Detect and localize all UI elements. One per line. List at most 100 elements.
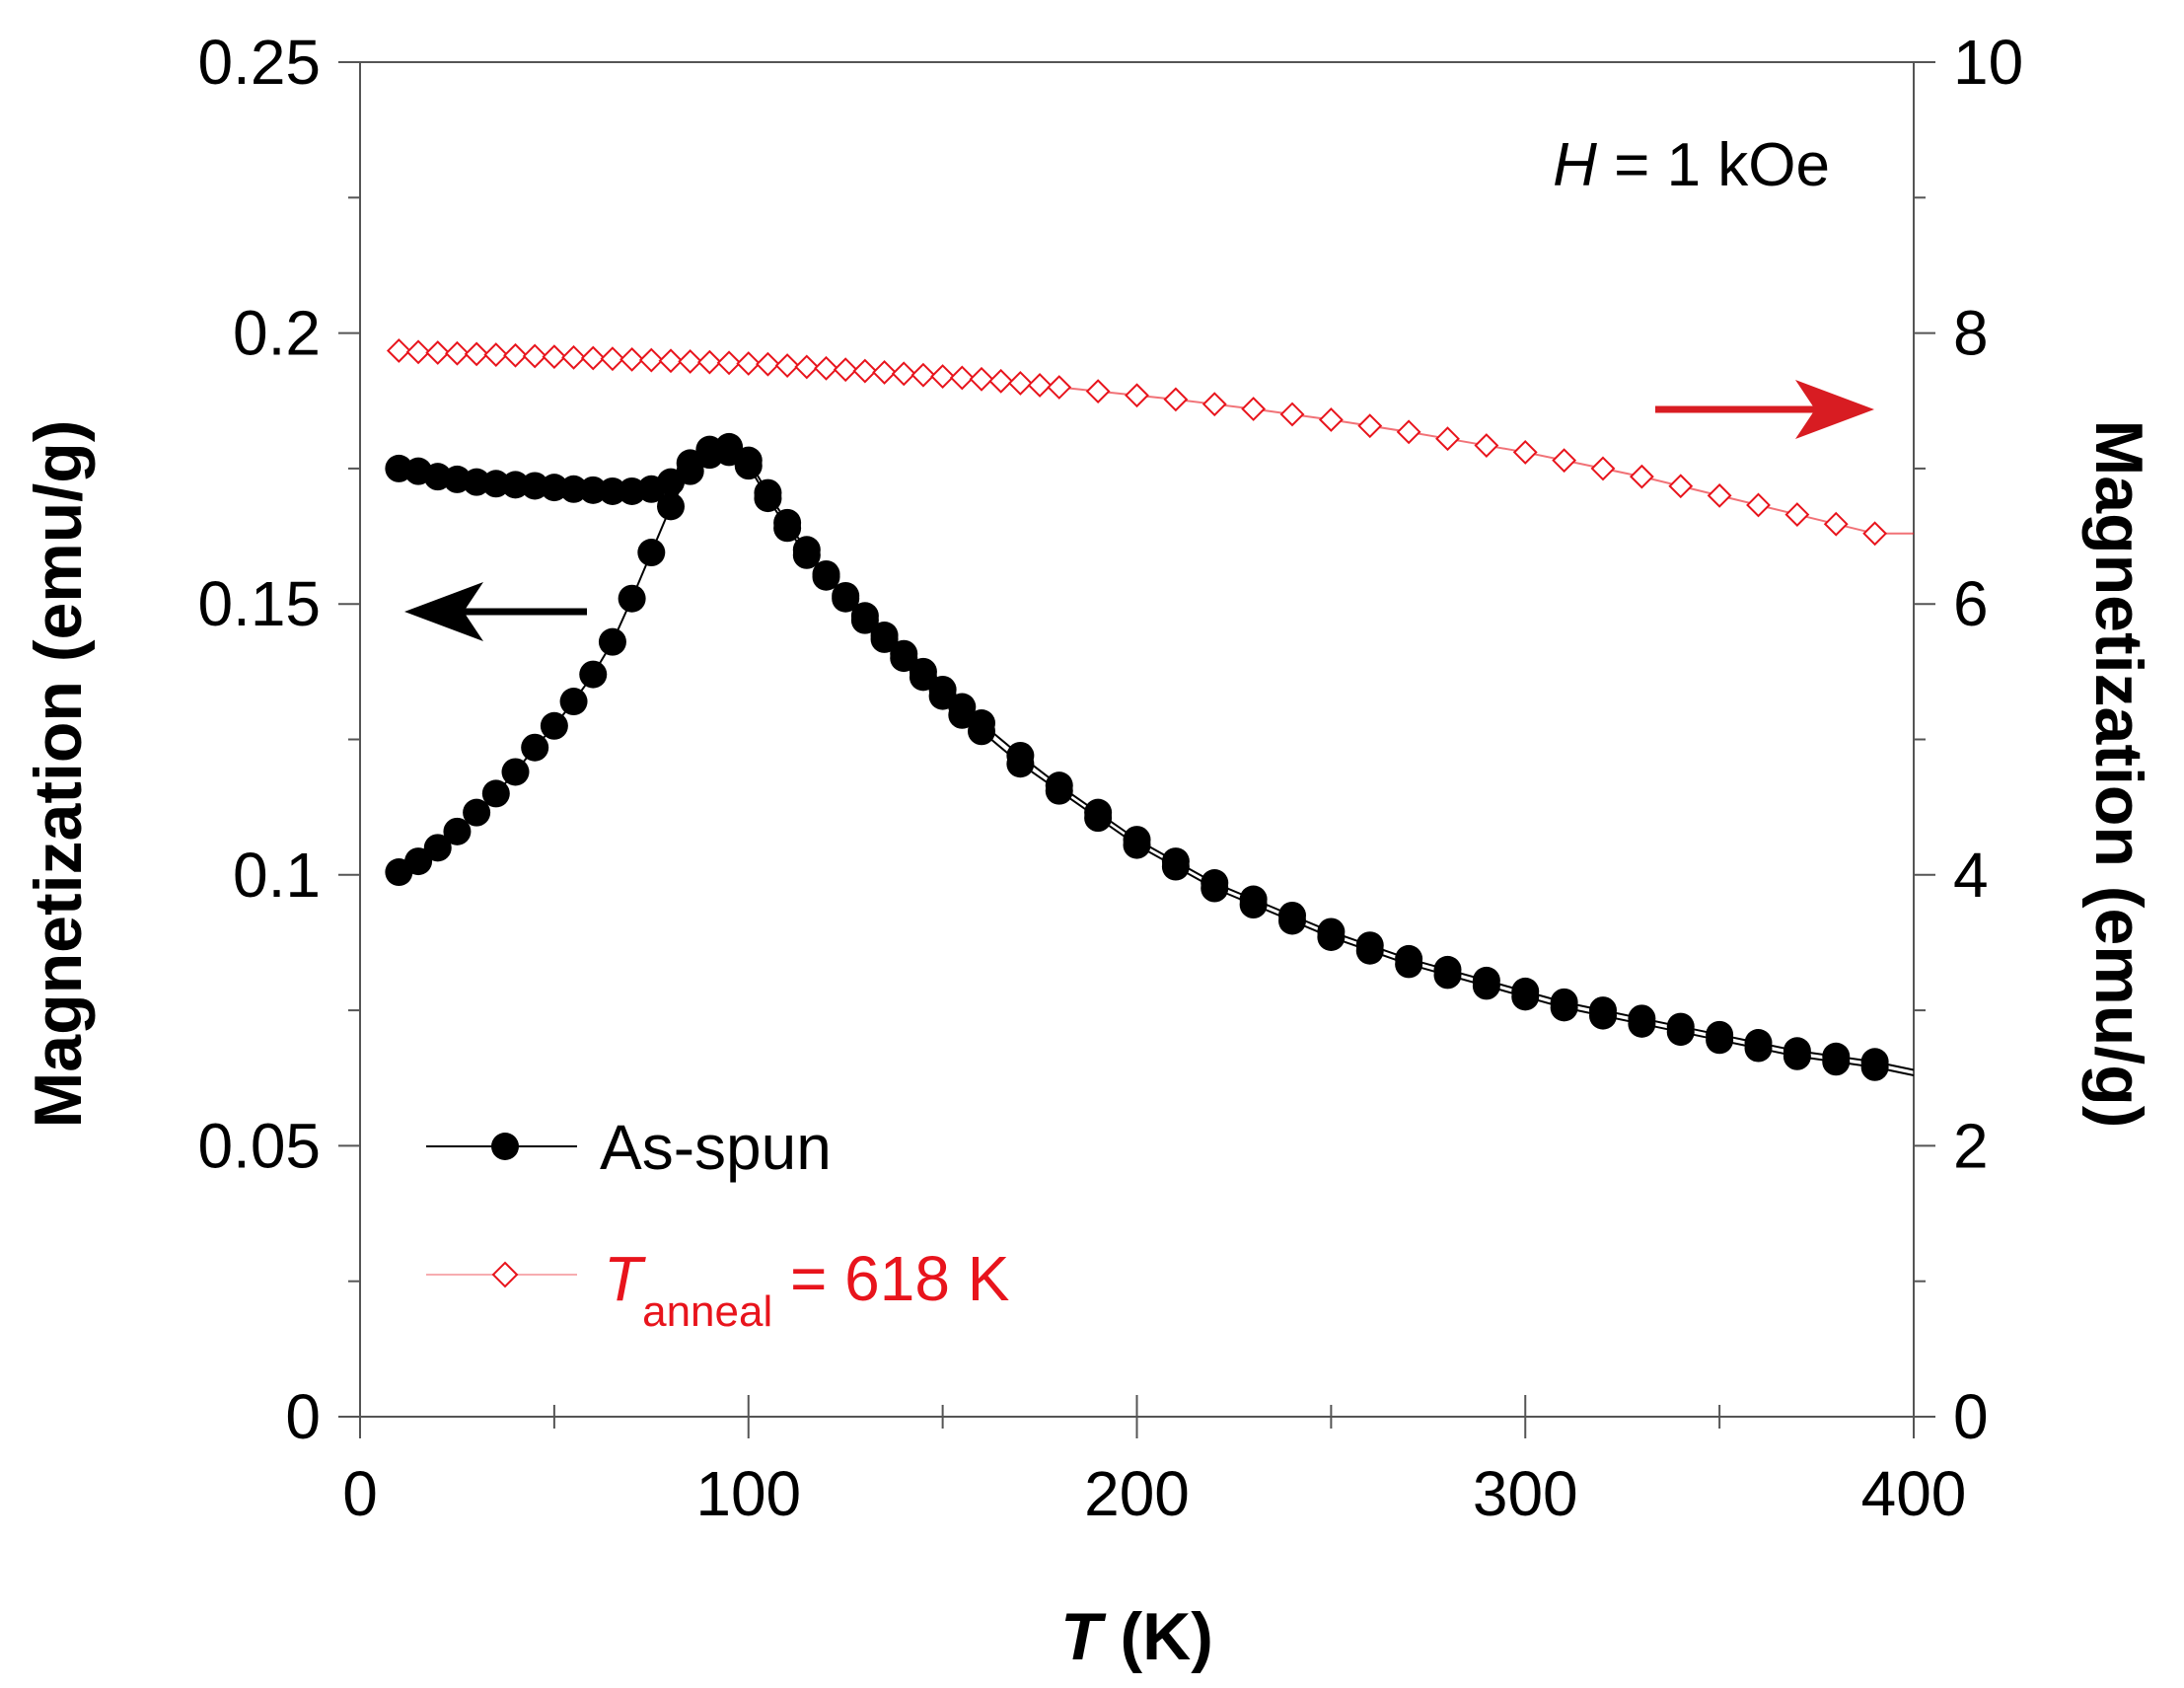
annealed-point bbox=[756, 351, 780, 377]
as-spun-fc-point bbox=[1278, 901, 1306, 929]
annealed-point bbox=[696, 349, 722, 375]
y-left-axis-title: Magnetization (emu/g) bbox=[21, 420, 96, 1129]
as-spun-fc-point bbox=[1706, 1020, 1734, 1049]
annealed-point bbox=[872, 360, 897, 385]
annealed-point bbox=[1357, 413, 1383, 439]
annealed-point bbox=[716, 350, 742, 376]
annealed-point bbox=[1241, 397, 1267, 421]
annealed-point bbox=[561, 344, 586, 370]
annealed-point bbox=[833, 357, 858, 383]
axes-frame bbox=[359, 61, 1915, 1418]
as-spun-fc-point bbox=[1628, 1004, 1656, 1033]
legend: As-spun Tanneal = 618 K bbox=[426, 1112, 1009, 1336]
annealed-point bbox=[1435, 426, 1460, 452]
x-tick-label: 200 bbox=[1084, 1458, 1190, 1529]
annealed-point bbox=[1318, 407, 1344, 432]
as-spun-zfc-point bbox=[443, 817, 472, 845]
as-spun-fc-point bbox=[1395, 944, 1423, 973]
annealed-point bbox=[386, 338, 411, 363]
annealed-point bbox=[1474, 433, 1499, 458]
as-spun-fc-point bbox=[715, 432, 744, 461]
as-spun-zfc-point bbox=[598, 627, 626, 656]
as-spun-fc-point bbox=[1822, 1042, 1851, 1070]
field-annotation-var: H bbox=[1553, 131, 1597, 199]
annealed-point bbox=[794, 354, 820, 380]
annealed-point bbox=[542, 344, 567, 370]
as-spun-fc-line bbox=[399, 445, 1915, 1071]
annealed-point bbox=[445, 340, 470, 366]
legend-item-as-spun: As-spun bbox=[426, 1112, 832, 1183]
annealed-point bbox=[1512, 440, 1538, 465]
as-spun-fc-point bbox=[1860, 1048, 1889, 1076]
legend-item-annealed: Tanneal = 618 K bbox=[426, 1243, 1009, 1336]
y-right-tick-label: 4 bbox=[1953, 840, 1989, 911]
y-left-tick-label: 0 bbox=[285, 1381, 321, 1452]
y-left-tick-label: 0.15 bbox=[197, 568, 321, 639]
annealed-point bbox=[638, 347, 664, 373]
left-axis-arrow bbox=[404, 582, 587, 641]
as-spun-zfc-point bbox=[463, 798, 491, 827]
annealed-point bbox=[425, 340, 451, 365]
x-tick-label: 300 bbox=[1473, 1458, 1578, 1529]
field-annotation-value: = 1 kOe bbox=[1597, 131, 1830, 199]
as-spun-fc-point bbox=[598, 477, 626, 505]
x-axis-title: T (K) bbox=[1060, 1599, 1213, 1674]
as-spun-fc-point bbox=[1472, 966, 1500, 994]
annealed-point bbox=[580, 345, 606, 371]
as-spun-fc-point bbox=[754, 478, 782, 507]
annealed-point bbox=[503, 342, 528, 368]
annealed-point bbox=[1085, 379, 1111, 404]
as-spun-fc-point bbox=[928, 675, 957, 703]
annealed-point bbox=[736, 351, 762, 376]
annealed-point bbox=[910, 362, 936, 388]
as-spun-zfc-point bbox=[559, 688, 588, 716]
x-tick-label: 100 bbox=[695, 1458, 801, 1529]
annealed-point bbox=[774, 353, 800, 378]
annealed-point bbox=[1125, 383, 1149, 408]
annealed-point bbox=[852, 358, 878, 384]
x-tick-label: 400 bbox=[1861, 1458, 1967, 1529]
annealed-point bbox=[1007, 370, 1033, 396]
as-spun-fc-point bbox=[734, 446, 763, 475]
as-spun-zfc-point bbox=[481, 779, 510, 808]
annealed-point bbox=[949, 365, 975, 391]
annealed-point bbox=[988, 368, 1014, 394]
annealed-point bbox=[464, 341, 489, 367]
x-axis-title-var: T bbox=[1060, 1599, 1107, 1674]
annealed-point bbox=[1590, 456, 1616, 481]
annealed-point bbox=[483, 342, 509, 367]
annealed-point bbox=[1823, 511, 1849, 537]
y-left-tick-label: 0.25 bbox=[197, 27, 321, 98]
as-spun-fc-point bbox=[1317, 917, 1346, 946]
annealed-line bbox=[399, 349, 1914, 535]
as-spun-fc-point bbox=[1550, 988, 1578, 1016]
y-right-tick-label: 2 bbox=[1953, 1110, 1989, 1181]
as-spun-fc-point bbox=[812, 559, 840, 588]
as-spun-fc-point bbox=[1239, 885, 1268, 914]
as-spun-zfc-point bbox=[423, 834, 452, 862]
as-spun-fc-point bbox=[948, 693, 977, 721]
as-spun-fc-point bbox=[1783, 1037, 1811, 1065]
annealed-point bbox=[1279, 402, 1305, 427]
annealed-point bbox=[891, 361, 916, 387]
as-spun-fc-point bbox=[968, 709, 995, 738]
annealed-point bbox=[678, 349, 703, 374]
as-spun-zfc-point bbox=[404, 847, 433, 876]
legend-label-annealed-sub: anneal bbox=[642, 1287, 772, 1336]
y-left-tick-label: 0.1 bbox=[233, 840, 321, 911]
as-spun-fc-point bbox=[1084, 798, 1113, 827]
as-spun-zfc-point bbox=[579, 660, 608, 689]
as-spun-zfc-point bbox=[618, 584, 646, 613]
right-axis-arrow bbox=[1655, 380, 1874, 439]
as-spun-fc-point bbox=[909, 657, 937, 686]
as-spun-fc-point bbox=[1666, 1012, 1695, 1041]
y-right-tick-label: 10 bbox=[1953, 27, 2023, 98]
y-right-tick-label: 8 bbox=[1953, 298, 1989, 369]
as-spun-fc-point bbox=[1355, 931, 1384, 960]
as-spun-zfc-line bbox=[398, 451, 1915, 1076]
as-spun-fc-point bbox=[1201, 869, 1229, 898]
annealed-point bbox=[1629, 464, 1654, 489]
annealed-point bbox=[1047, 375, 1072, 400]
annealed-point bbox=[405, 339, 431, 365]
as-spun-fc-point bbox=[792, 536, 821, 564]
